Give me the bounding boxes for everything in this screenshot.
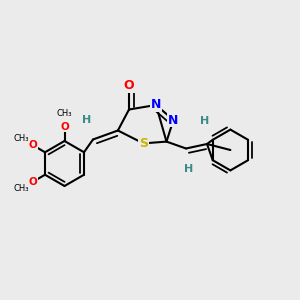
Text: CH₃: CH₃ xyxy=(14,134,29,143)
Text: CH₃: CH₃ xyxy=(14,184,29,193)
Text: H: H xyxy=(82,115,91,125)
Text: O: O xyxy=(124,79,134,92)
Text: O: O xyxy=(28,177,37,187)
Text: H: H xyxy=(184,164,193,175)
Text: N: N xyxy=(151,98,161,112)
Text: N: N xyxy=(168,113,178,127)
Text: CH₃: CH₃ xyxy=(57,110,72,118)
Text: S: S xyxy=(139,137,148,150)
Text: H: H xyxy=(200,116,209,127)
Text: O: O xyxy=(28,140,37,150)
Text: O: O xyxy=(60,122,69,132)
